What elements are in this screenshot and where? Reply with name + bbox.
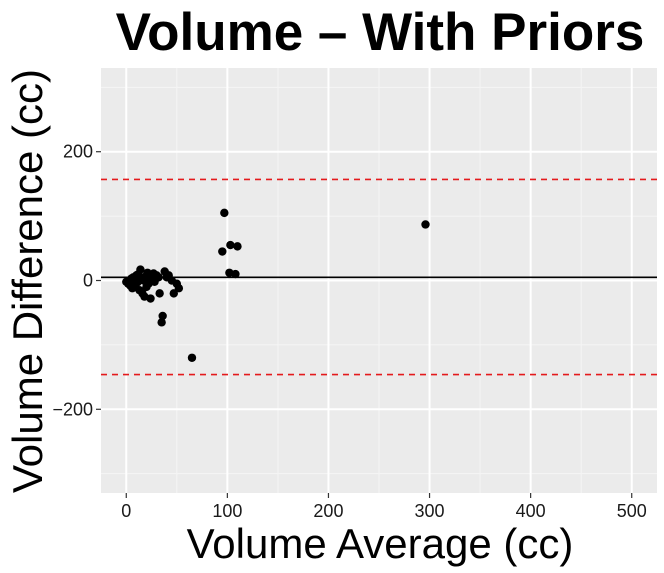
x-tick-label: 200 [313,501,343,521]
x-tick-label: 100 [212,501,242,521]
data-point [218,247,227,256]
data-point [136,265,145,274]
data-point [169,289,178,298]
data-point [226,240,235,250]
y-tick-label: 0 [83,271,93,291]
axis-ticks: 0 100 200 300 400 500 −200 0 200 [52,142,646,521]
data-point [146,294,155,303]
y-tick-label: 200 [63,142,93,162]
x-tick-label: 300 [415,501,445,521]
x-axis-title: Volume Average (cc) [187,520,574,567]
x-tick-label: 500 [617,501,647,521]
data-point [158,311,167,321]
y-tick-label: −200 [52,399,93,419]
data-points [122,208,430,362]
data-point [157,318,166,327]
y-axis-title: Volume Difference (cc) [4,69,51,493]
data-point [187,353,197,362]
data-point [233,242,242,251]
data-point [421,220,430,229]
data-point [154,273,163,282]
chart-title: Volume – With Priors [116,3,645,62]
data-point [155,289,164,298]
data-point [231,269,240,279]
x-tick-label: 0 [121,501,131,521]
data-point [220,208,229,218]
x-tick-label: 400 [516,501,546,521]
reference-lines [101,178,657,376]
data-point [174,284,184,293]
